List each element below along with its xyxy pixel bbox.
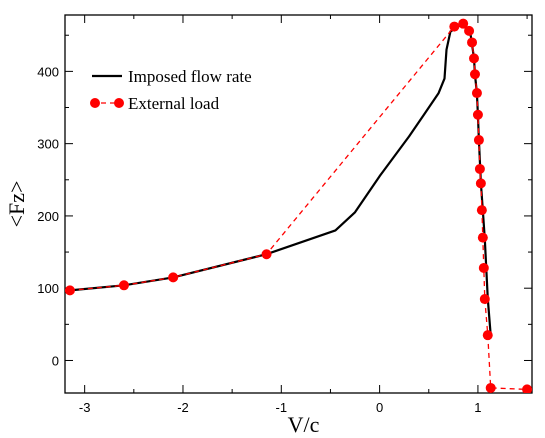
series-layer <box>65 18 532 393</box>
series-2-point <box>467 37 478 48</box>
series-2-point <box>475 178 486 189</box>
series-2-point <box>474 163 485 174</box>
series-2-point <box>477 232 488 243</box>
x-tick-label: -2 <box>177 400 189 415</box>
series-2-point <box>482 330 493 341</box>
legend-marker <box>114 98 124 108</box>
y-axis-title: <Fz> <box>4 181 29 228</box>
series-2-point <box>485 382 496 393</box>
y-tick-label: 300 <box>37 137 59 152</box>
series-2-point <box>469 69 480 80</box>
series-2-point <box>468 53 479 64</box>
series-2-point <box>473 135 484 146</box>
legend-label-2: External load <box>128 94 220 113</box>
series-2-point <box>522 384 532 393</box>
x-tick-label: 0 <box>376 400 383 415</box>
series-2-point <box>118 280 129 291</box>
x-axis-title: V/c <box>288 412 320 437</box>
x-tick-label: -3 <box>79 400 91 415</box>
y-tick-label: 0 <box>52 353 59 368</box>
series-2-point <box>449 21 460 32</box>
series-2-point <box>168 272 179 283</box>
series-2-point <box>464 25 475 36</box>
series-2-point <box>458 18 469 29</box>
series-2-point <box>471 88 482 99</box>
series-2-point <box>479 294 490 305</box>
legend-label-1: Imposed flow rate <box>128 67 252 86</box>
y-tick-label: 400 <box>37 64 59 79</box>
legend-marker <box>90 98 100 108</box>
series-2-point <box>65 285 75 296</box>
x-tick-label: 1 <box>474 400 481 415</box>
y-tick-label: 100 <box>37 281 59 296</box>
series-2-point <box>472 109 483 120</box>
series-2-point <box>478 262 489 273</box>
series-2-point <box>261 249 272 260</box>
plot-frame <box>64 14 533 394</box>
series-2-line <box>69 22 528 391</box>
series-2-point <box>476 205 487 216</box>
legend: Imposed flow rate External load <box>90 67 252 113</box>
x-tick-label: -1 <box>276 400 288 415</box>
y-tick-label: 200 <box>37 209 59 224</box>
